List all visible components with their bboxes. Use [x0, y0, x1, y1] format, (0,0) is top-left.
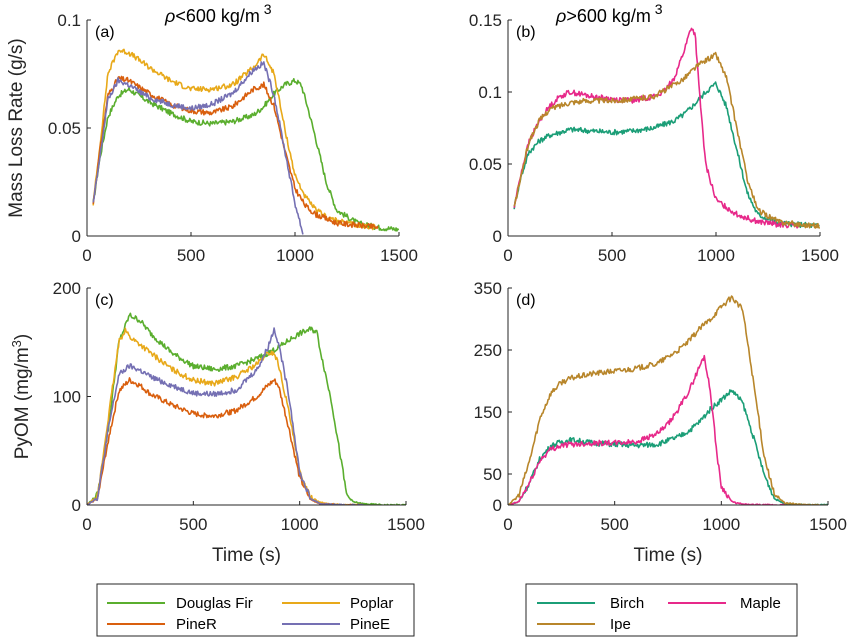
series-line-birch [508, 389, 828, 505]
y-tick-label: 150 [474, 403, 502, 422]
y-tick-label: 0.05 [469, 155, 502, 174]
x-tick-label: 500 [600, 515, 628, 534]
y-tick-label: 0.1 [57, 11, 81, 30]
series-line-ipe [508, 295, 828, 505]
panel-d: 0 500 1000 1500 0 50 150 250 350 (d) Time (s) [474, 279, 847, 566]
y-tick-label: 0 [493, 496, 502, 515]
x-tick-label: 0 [82, 246, 91, 265]
x-tick-label: 1000 [276, 246, 314, 265]
x-tick-label: 0 [503, 515, 512, 534]
series-line-pinee [92, 61, 304, 235]
panel-a: 0 500 1000 1500 0 0.05 0.1 (a) ρ<600 kg/m 3 Mass … [6, 1, 418, 265]
panel-label: (b) [516, 24, 536, 41]
series-lines-c [87, 312, 406, 505]
series-line-douglas-fir [92, 78, 399, 232]
x-tick-label: 0 [82, 515, 91, 534]
panel-label: (d) [516, 292, 536, 309]
x-tick-label: 1500 [380, 246, 418, 265]
series-line-poplar [92, 48, 379, 231]
y-tick-label: 0.1 [478, 83, 502, 102]
series-line-pinee [87, 327, 364, 505]
y-axis-title: Mass Loss Rate (g/s) [6, 38, 27, 218]
x-tick-label: 1500 [801, 246, 839, 265]
y-tick-label: 0 [72, 496, 81, 515]
legend-right: Birch Maple Ipe [525, 583, 798, 637]
series-line-douglas-fir [87, 312, 406, 505]
panel-b: 0 500 1000 1500 0 0.05 0.1 0.15 (b) ρ>600 kg/m 3 [469, 1, 839, 265]
x-tick-label: 0 [503, 246, 512, 265]
series-lines-a [92, 48, 399, 235]
x-tick-label: 500 [179, 515, 207, 534]
legend-label: Birch [610, 595, 644, 612]
panel-c: 0 500 1000 1500 0 100 200 (c) PyOM (mg/m3) Time (… [9, 279, 425, 566]
series-lines-b [513, 27, 820, 229]
legend-left: Douglas Fir Poplar PineR PineE [96, 583, 415, 637]
legend-label: PineR [176, 616, 217, 633]
series-line-piner [92, 75, 379, 230]
legend-label: Maple [740, 595, 781, 612]
x-tick-label: 500 [598, 246, 626, 265]
x-tick-label: 500 [177, 246, 205, 265]
x-tick-label: 1000 [697, 246, 735, 265]
y-tick-label: 0 [72, 227, 81, 246]
legend-label: Ipe [610, 616, 631, 633]
legend-label: PineE [350, 616, 390, 633]
x-axis-title: Time (s) [212, 545, 281, 566]
panel-label: (a) [95, 24, 115, 41]
y-tick-label: 200 [53, 279, 81, 298]
y-tick-label: 350 [474, 279, 502, 298]
series-line-maple [508, 354, 786, 505]
panel-label: (c) [95, 292, 114, 309]
legend-left-box [96, 583, 415, 637]
x-tick-label: 1000 [281, 515, 319, 534]
series-line-ipe [513, 51, 820, 229]
panel-title: ρ<600 kg/m 3 [164, 1, 272, 26]
y-tick-label: 0 [493, 227, 502, 246]
y-axis-title: PyOM (mg/m3) [9, 334, 33, 459]
panel-title: ρ>600 kg/m 3 [555, 1, 663, 26]
x-tick-label: 1500 [387, 515, 425, 534]
legend-label: Poplar [350, 595, 393, 612]
y-tick-label: 100 [53, 388, 81, 407]
y-tick-label: 0.05 [48, 119, 81, 138]
x-tick-label: 1000 [702, 515, 740, 534]
series-lines-d [508, 295, 828, 505]
y-tick-label: 250 [474, 341, 502, 360]
y-tick-label: 0.15 [469, 11, 502, 30]
legend-right-box [525, 583, 798, 637]
x-axis-title: Time (s) [634, 545, 703, 566]
legend-label: Douglas Fir [176, 595, 253, 612]
y-tick-label: 50 [483, 465, 502, 484]
x-tick-label: 1500 [809, 515, 847, 534]
